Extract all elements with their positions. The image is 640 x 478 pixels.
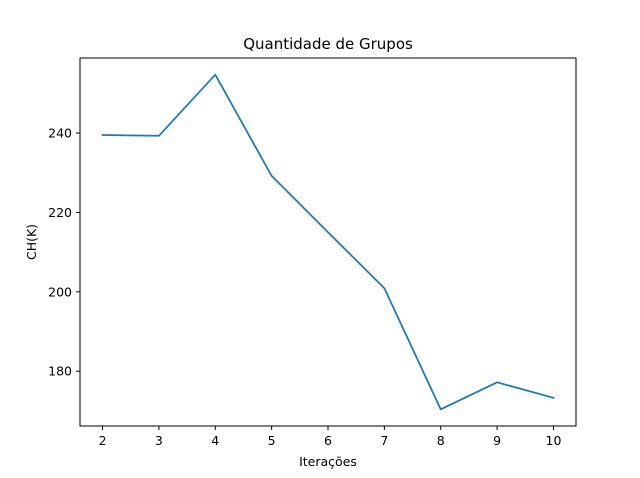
x-tick-label: 5 — [268, 433, 276, 448]
x-tick-label: 7 — [380, 433, 388, 448]
y-tick-label: 200 — [48, 284, 72, 299]
y-tick-label: 180 — [48, 364, 72, 379]
x-tick-label: 3 — [155, 433, 163, 448]
y-tick-label: 240 — [48, 126, 72, 141]
x-tick-label: 2 — [99, 433, 107, 448]
x-tick-label: 6 — [324, 433, 332, 448]
x-axis: 2 3 4 5 6 7 8 9 10 — [99, 426, 562, 448]
y-axis-label: CH(K) — [24, 224, 39, 260]
y-tick-label: 220 — [48, 205, 72, 220]
series-line-1 — [101, 73, 555, 411]
x-tick-label: 10 — [546, 433, 562, 448]
y-axis: 180 200 220 240 — [48, 126, 80, 379]
series-layer — [101, 73, 555, 411]
x-tick-label: 4 — [211, 433, 219, 448]
x-tick-label: 9 — [493, 433, 501, 448]
x-tick-label: 8 — [437, 433, 445, 448]
x-axis-label: Iterações — [299, 454, 357, 469]
chart-title: Quantidade de Grupos — [243, 35, 413, 53]
